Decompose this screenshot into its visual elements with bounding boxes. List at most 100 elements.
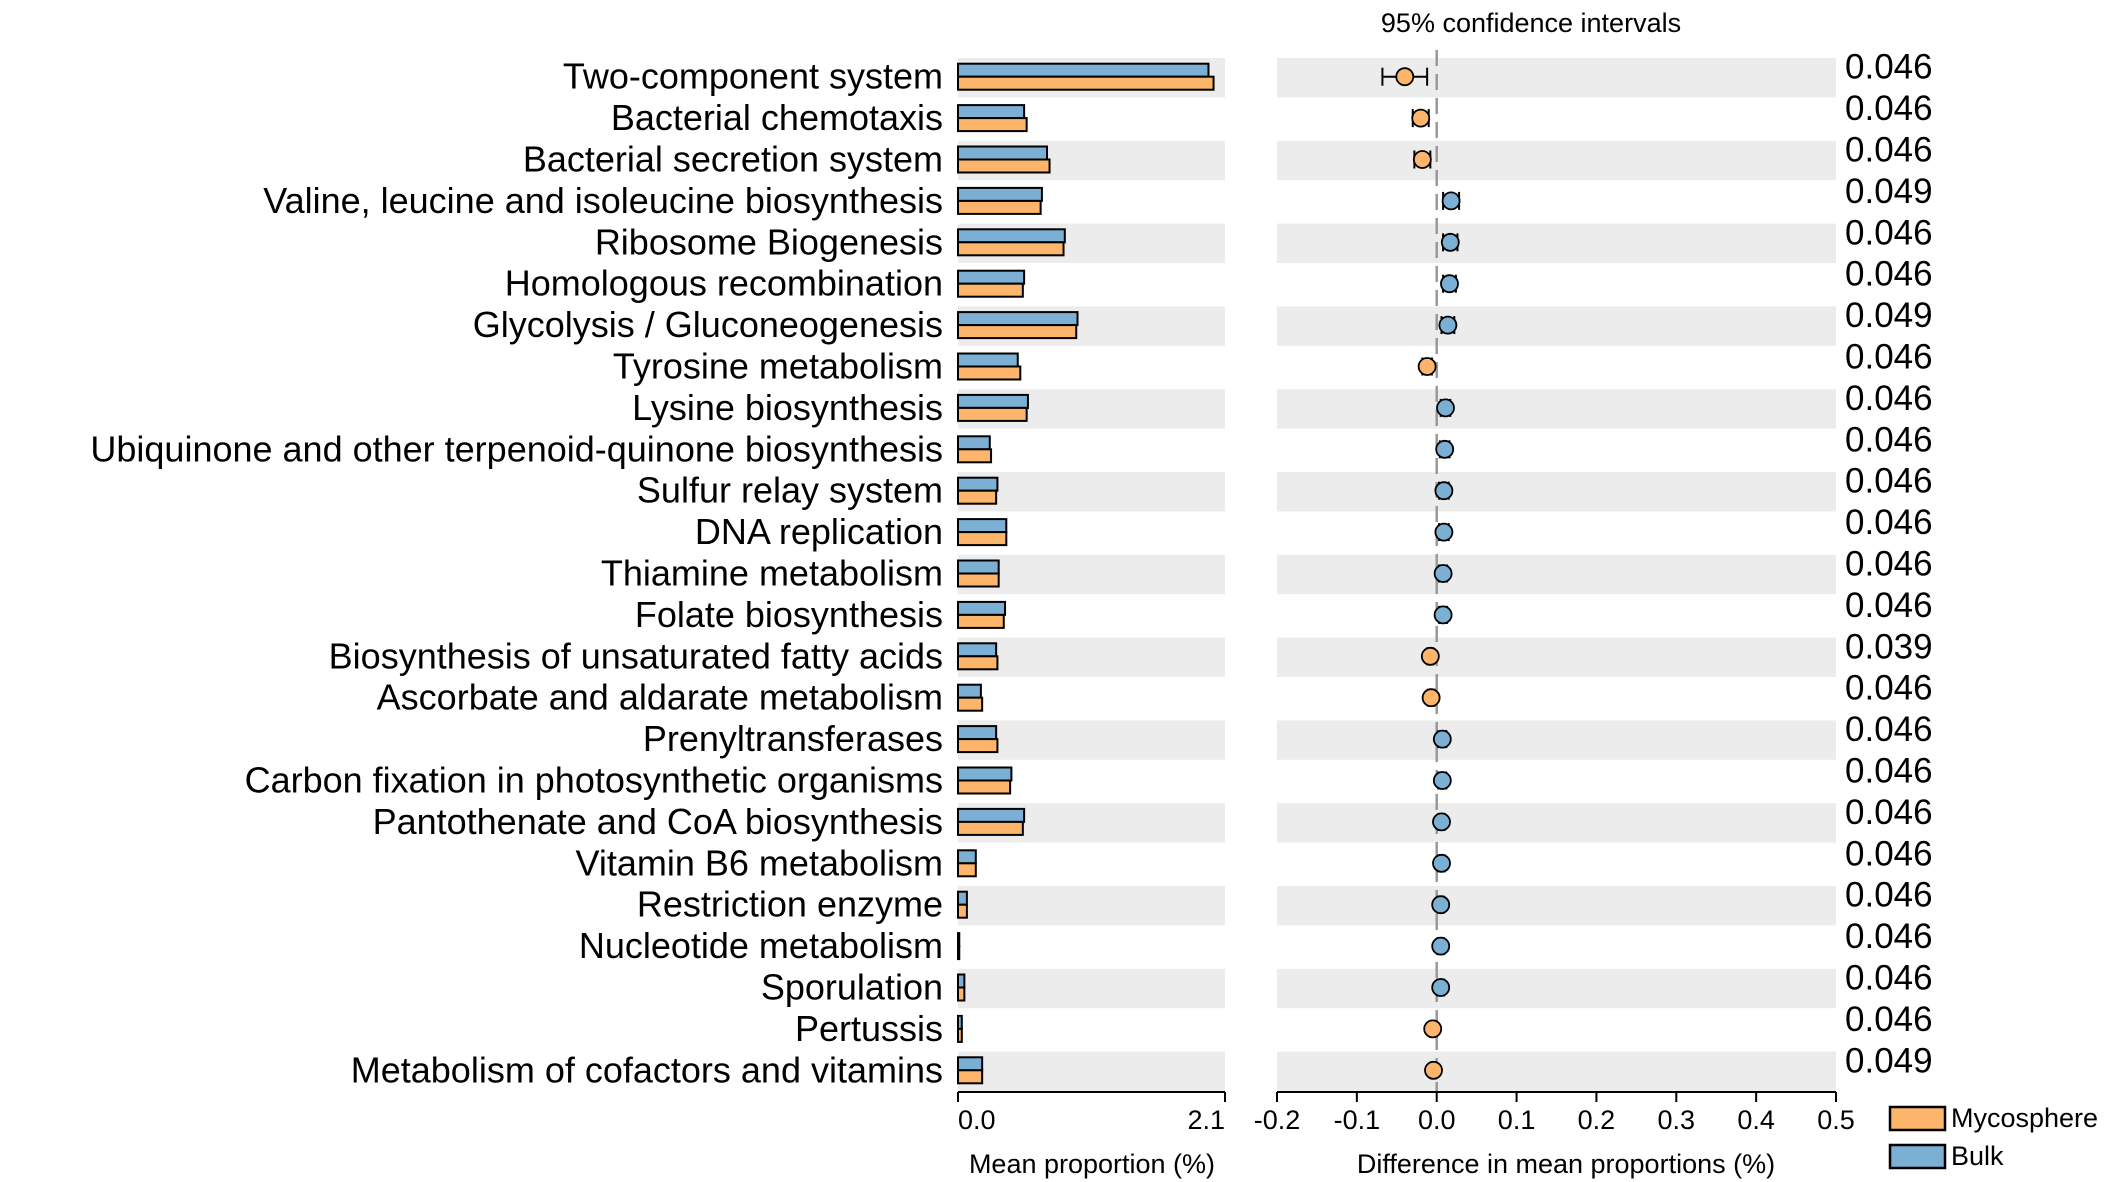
bar-bulk (957, 890, 968, 906)
diff-x-tick-label: 0.4 (1737, 1105, 1775, 1135)
bar-mycosphere (957, 324, 1078, 340)
bar-x-tick-label: 0.0 (958, 1105, 996, 1135)
bar-mycosphere (957, 406, 1028, 422)
category-label: Ascorbate and aldarate metabolism (377, 677, 943, 718)
p-value-label: 0.046 (1845, 379, 1933, 418)
row-stripe-diff (1277, 886, 1836, 926)
p-value-label: 0.046 (1845, 752, 1933, 791)
row-stripe-diff (1277, 140, 1836, 181)
bar-mycosphere (957, 655, 999, 671)
p-value-label: 0.049 (1845, 1041, 1933, 1080)
p-value-label: 0.046 (1845, 1000, 1933, 1039)
difference-point (1424, 1060, 1443, 1080)
category-label: Tyrosine metabolism (613, 346, 943, 387)
p-value-label: 0.046 (1845, 89, 1933, 128)
legend-swatch-bulk (1888, 1143, 1947, 1170)
difference-point (1420, 646, 1440, 666)
p-value-label: 0.046 (1845, 338, 1933, 377)
bar-mycosphere (957, 862, 977, 878)
bar-mycosphere (957, 945, 961, 961)
row-stripe-diff (1277, 389, 1836, 429)
diff-x-tick-label: -0.2 (1254, 1105, 1301, 1135)
difference-point (1434, 522, 1454, 542)
row-stripe-bar (958, 720, 1225, 760)
row-stripe-diff (1277, 306, 1836, 346)
bar-bulk (957, 725, 998, 741)
bar-bulk (957, 518, 1008, 534)
bar-bulk (957, 435, 991, 451)
diff-x-tick-label: 0.0 (1418, 1105, 1456, 1135)
bar-mycosphere (957, 282, 1024, 298)
bar-mycosphere (957, 158, 1051, 174)
category-label: Nucleotide metabolism (579, 925, 943, 966)
category-label: Valine, leucine and isoleucine biosynthe… (263, 180, 943, 221)
diff-x-tick-label: 0.2 (1578, 1105, 1616, 1135)
difference-point (1417, 357, 1437, 376)
difference-point (1440, 232, 1460, 252)
p-value-label: 0.046 (1845, 876, 1933, 915)
bar-bulk (957, 766, 1013, 782)
difference-point (1432, 853, 1451, 873)
category-label: Lysine biosynthesis (632, 387, 943, 428)
diff-x-tick-label: -0.1 (1334, 1105, 1381, 1135)
p-value-label: 0.046 (1845, 213, 1933, 252)
bar-mycosphere (957, 241, 1065, 257)
diff-x-tick-label: 0.1 (1498, 1105, 1536, 1135)
row-stripe-bar (958, 472, 1225, 512)
bar-bulk (957, 973, 966, 989)
category-label: Restriction enzyme (637, 884, 943, 925)
bar-mycosphere (957, 199, 1042, 215)
bar-mycosphere (957, 738, 999, 754)
difference-point (1431, 895, 1451, 915)
category-label: Homologous recombination (505, 263, 943, 304)
row-stripe-bar (958, 554, 1225, 595)
bar-bulk (957, 476, 999, 492)
bar-bulk (957, 683, 982, 699)
difference-point (1434, 481, 1454, 501)
difference-point (1432, 771, 1452, 790)
row-stripe-diff (1277, 58, 1836, 98)
category-label: Ubiquinone and other terpenoid-quinone b… (90, 428, 943, 469)
legend-label-mycosphere: Mycosphere (1951, 1103, 2098, 1133)
category-label: Sulfur relay system (637, 470, 943, 511)
bar-bulk (957, 807, 1026, 823)
category-label: Metabolism of cofactors and vitamins (351, 1049, 943, 1090)
row-stripe-bar (958, 886, 1225, 926)
legend-label-bulk: Bulk (1951, 1141, 2004, 1171)
category-label: Biosynthesis of unsaturated fatty acids (329, 635, 943, 676)
category-label: Prenyltransferases (643, 718, 943, 759)
bar-bulk (957, 932, 961, 948)
row-stripe-diff (1277, 720, 1836, 760)
difference-point (1436, 398, 1455, 418)
category-label: Ribosome Biogenesis (595, 221, 943, 262)
difference-point (1395, 67, 1415, 87)
bar-bulk (957, 104, 1026, 120)
bar-mycosphere (957, 1027, 963, 1043)
p-value-label: 0.049 (1845, 296, 1933, 335)
bar-bulk (957, 393, 1029, 409)
p-value-label: 0.046 (1845, 834, 1933, 873)
row-stripe-bar (958, 1051, 1225, 1091)
difference-point (1423, 1019, 1443, 1039)
bar-axis-title: Mean proportion (%) (969, 1149, 1215, 1179)
bar-mycosphere (957, 986, 966, 1002)
axes: 0.0 2.1 -0.2 -0.1 0.0 0.1 0.2 0.3 0.4 0.5 (957, 1091, 1855, 1135)
chart-title: 95% confidence intervals (1381, 8, 1681, 38)
bar-bulk (957, 1056, 984, 1072)
bar-mycosphere (957, 75, 1215, 91)
p-value-label: 0.046 (1845, 959, 1933, 998)
bar-mycosphere (957, 448, 993, 464)
difference-point (1440, 274, 1459, 294)
difference-point (1421, 688, 1441, 708)
p-value-label: 0.046 (1845, 255, 1933, 294)
row-stripe-bar (958, 968, 1225, 1009)
difference-point (1432, 812, 1451, 832)
p-value-label: 0.046 (1845, 131, 1933, 170)
bar-mycosphere (957, 489, 998, 505)
p-value-label: 0.046 (1845, 462, 1933, 501)
bar-bulk (957, 849, 977, 865)
difference-panel (1381, 50, 1461, 1092)
difference-point (1431, 936, 1451, 956)
p-value-label: 0.039 (1845, 627, 1933, 666)
